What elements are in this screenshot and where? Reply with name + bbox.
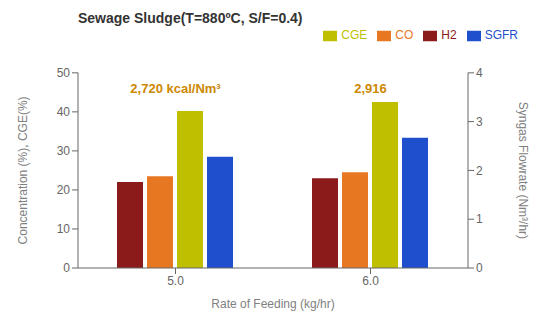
html-text:H2: H2: [441, 28, 457, 42]
svg-text:1: 1: [476, 212, 483, 226]
html-text:CGE: CGE: [341, 28, 368, 42]
html-text:CO: CO: [395, 28, 414, 42]
svg-text:4: 4: [476, 66, 483, 80]
html-text:SGFR: SGFR: [484, 28, 518, 42]
svg-text:3: 3: [476, 115, 483, 129]
svg-text:2,720 kcal/Nm³: 2,720 kcal/Nm³: [130, 81, 221, 96]
svg-text:Syngas Flowrate (Nm³/hr): Syngas Flowrate (Nm³/hr): [516, 102, 530, 239]
svg-text:0: 0: [63, 261, 70, 275]
svg-text:Rate of Feeding (kg/hr): Rate of Feeding (kg/hr): [211, 297, 334, 311]
svg-text:0: 0: [476, 261, 483, 275]
svg-text:40: 40: [57, 105, 71, 119]
svg-text:50: 50: [57, 66, 71, 80]
svg-text:20: 20: [57, 183, 71, 197]
svg-text:2: 2: [476, 164, 483, 178]
svg-text:Concentration (%), CGE(%): Concentration (%), CGE(%): [16, 96, 30, 244]
svg-text:5.0: 5.0: [167, 274, 184, 288]
html-text:Sewage Sludge(T=880ºC, S/F=0.4: Sewage Sludge(T=880ºC, S/F=0.4): [78, 10, 303, 26]
svg-text:2,916: 2,916: [354, 81, 387, 96]
svg-text:6.0: 6.0: [362, 274, 379, 288]
svg-text:10: 10: [57, 222, 71, 236]
svg-text:30: 30: [57, 144, 71, 158]
